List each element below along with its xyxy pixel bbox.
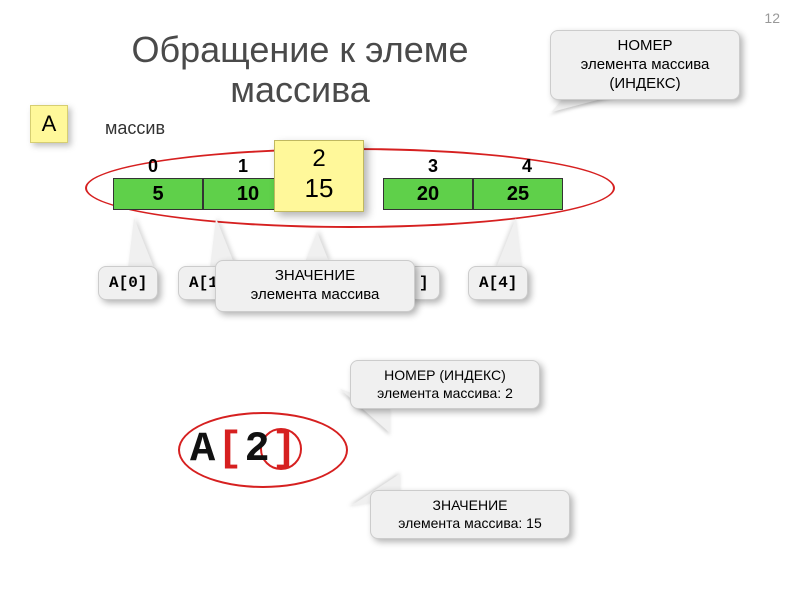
index-4: 4 — [522, 156, 532, 177]
callout-pointer — [128, 218, 154, 268]
callout-znachenie: ЗНАЧЕНИЕ элемента массива — [215, 260, 415, 312]
array-label: массив — [105, 118, 165, 139]
notation-close-bracket: ] — [272, 425, 299, 473]
callout-pointer — [496, 218, 522, 268]
index-3: 3 — [428, 156, 438, 177]
page-number: 12 — [764, 10, 780, 26]
highlight-cell: 2 15 — [274, 140, 364, 212]
callout-index-of-2: НОМЕР (ИНДЕКС) элемента массива: 2 — [350, 360, 540, 409]
notation-open-bracket: [ — [217, 425, 244, 473]
page-title: Обращение к элеме массива — [80, 30, 520, 109]
cell-3: 20 — [383, 178, 473, 210]
index-1: 1 — [238, 156, 248, 177]
callout-pointer — [305, 232, 329, 262]
callout-a0: A[0] — [98, 266, 158, 300]
index-0: 0 — [148, 156, 158, 177]
callout-value-of-2: ЗНАЧЕНИЕ элемента массива: 15 — [370, 490, 570, 539]
callout-nomer: НОМЕР элемента массива (ИНДЕКС) — [550, 30, 740, 100]
array-access-notation: A[2] — [190, 425, 299, 473]
highlight-value: 15 — [275, 173, 363, 203]
cell-4: 25 — [473, 178, 563, 210]
array-name-box: A — [30, 105, 68, 143]
highlight-index: 2 — [275, 145, 363, 173]
cell-0: 5 — [113, 178, 203, 210]
notation-name: A — [190, 425, 217, 473]
callout-a4: A[4] — [468, 266, 528, 300]
notation-index: 2 — [244, 425, 271, 473]
